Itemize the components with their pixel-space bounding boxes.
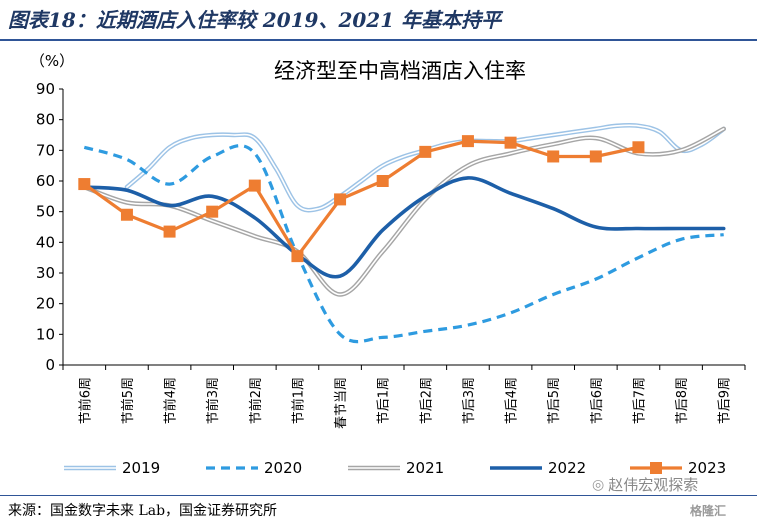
x-tick-label: 节前1周 <box>290 377 306 424</box>
y-tick-label: 10 <box>36 325 55 343</box>
watermark-text: 赵伟宏观探索 <box>608 476 699 494</box>
x-tick-label: 节前4周 <box>163 377 179 424</box>
x-tick-label: 节前6周 <box>77 377 93 424</box>
data-point-2023 <box>248 179 261 192</box>
y-tick-label: 90 <box>36 80 55 98</box>
x-tick-label: 节后1周 <box>377 377 392 424</box>
x-tick-label: 节前5周 <box>120 377 136 424</box>
wechat-icon: ◎ <box>592 476 605 493</box>
y-tick-label: 80 <box>36 111 55 129</box>
legend-item-2023: 2023 <box>630 459 726 477</box>
legend-label: 2023 <box>688 459 726 477</box>
watermark: ◎ 赵伟宏观探索 <box>592 474 698 495</box>
data-point-2023 <box>589 150 602 163</box>
x-tick-label: 节前2周 <box>248 377 264 424</box>
data-point-2023 <box>206 205 219 218</box>
figure-title: 图表18：近期酒店入住率较 2019、2021 年基本持平 <box>8 8 502 32</box>
data-point-2023 <box>291 250 304 263</box>
legend-marker <box>650 462 662 474</box>
legend-item-2020: 2020 <box>206 459 302 477</box>
legend-label: 2022 <box>548 459 586 477</box>
y-tick-label: 70 <box>36 141 55 159</box>
y-tick-label: 20 <box>36 295 55 313</box>
series-2022 <box>82 176 726 279</box>
x-tick-label: 节后2周 <box>419 377 434 424</box>
legend-item-2022: 2022 <box>490 459 586 477</box>
data-point-2023 <box>120 208 133 221</box>
series-2023 <box>78 135 645 263</box>
series-2020 <box>83 144 724 344</box>
series-line-2022 <box>82 176 726 279</box>
legend-item-2021: 2021 <box>348 459 444 477</box>
series-line-2023 <box>83 139 639 258</box>
data-point-2023 <box>504 136 517 149</box>
y-tick-label: 50 <box>36 203 55 221</box>
y-tick-label: 40 <box>36 233 55 251</box>
series-line-2020 <box>83 144 724 344</box>
series-line-inner-2021 <box>83 128 725 296</box>
legend-label: 2021 <box>406 459 444 477</box>
y-tick-label: 60 <box>36 172 55 190</box>
data-point-2023 <box>419 145 432 158</box>
data-point-2023 <box>334 193 347 206</box>
x-tick-label: 节后4周 <box>505 377 520 424</box>
chart: 经济型至中高档酒店入住率 （%） 0 10 20 30 40 50 60 70 80 90 节前6周… <box>30 52 746 477</box>
x-tick-label: 节后5周 <box>547 377 562 424</box>
y-tick-label: 0 <box>45 356 55 374</box>
footer-rule <box>0 495 757 496</box>
legend-label: 2019 <box>122 459 160 477</box>
y-tick-label: 30 <box>36 264 55 282</box>
data-point-2023 <box>78 178 91 191</box>
source-note: 来源：国金数字未来 Lab，国金证券研究所 <box>8 503 278 519</box>
y-axis-unit: （%） <box>30 52 74 70</box>
title-rule <box>0 39 757 41</box>
watermark-2: 格隆汇 <box>690 504 727 518</box>
x-tick-label: 节后3周 <box>462 377 477 424</box>
legend-label: 2020 <box>264 459 302 477</box>
x-tick-label: 节后8周 <box>675 377 690 424</box>
data-point-2023 <box>547 150 560 163</box>
x-tick-label: 节后6周 <box>590 377 605 424</box>
data-point-2023 <box>632 141 645 154</box>
x-tick-label: 节后7周 <box>632 377 647 424</box>
series-2021 <box>82 126 726 297</box>
data-point-2023 <box>461 135 474 148</box>
axes: 0 10 20 30 40 50 60 70 80 90 节前6周 节前5周 节前4周 节前3周 节前2周 节… <box>36 80 746 429</box>
legend-item-2019: 2019 <box>64 459 160 477</box>
chart-title: 经济型至中高档酒店入住率 <box>274 59 526 83</box>
x-tick-label: 节前3周 <box>205 377 221 424</box>
x-tick-label: 节后9周 <box>718 377 733 424</box>
legend: 2019 2020 2021 2022 2023 <box>64 459 726 477</box>
x-tick-label: 春节当周 <box>334 377 349 429</box>
series-layer <box>78 122 726 344</box>
data-point-2023 <box>376 175 389 187</box>
data-point-2023 <box>163 225 176 238</box>
